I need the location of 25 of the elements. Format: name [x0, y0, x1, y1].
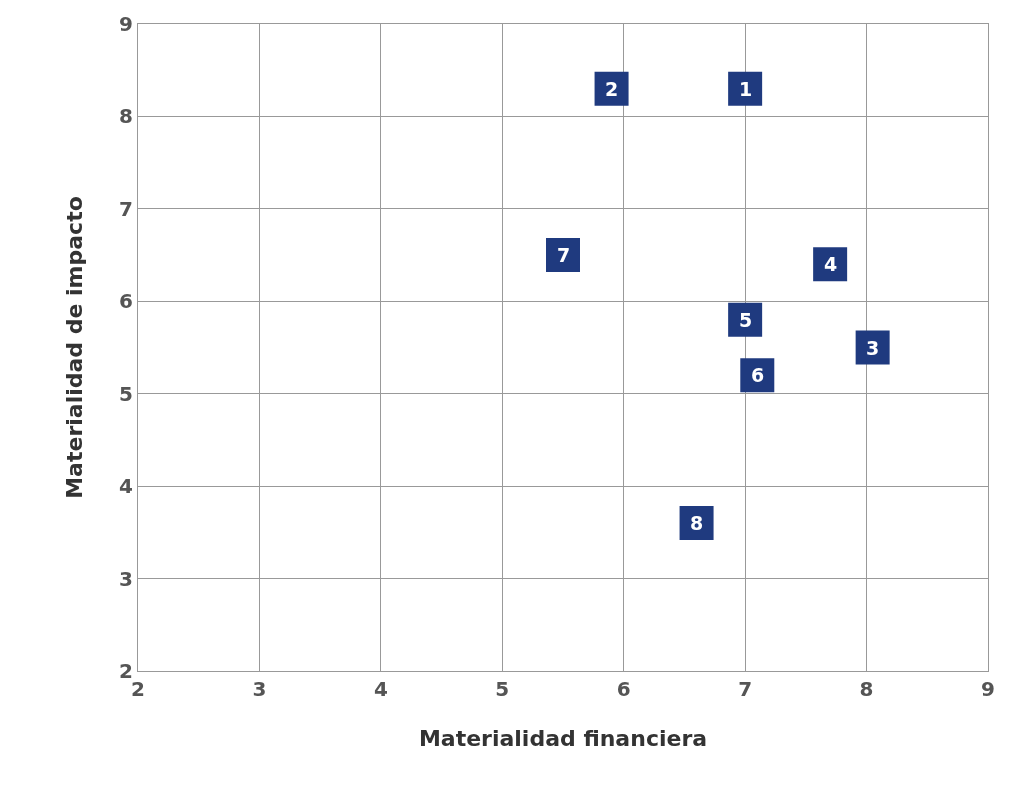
annotation: 7	[557, 244, 571, 266]
y-tick-label: 8	[119, 104, 133, 129]
y-tick-label: 4	[119, 474, 133, 499]
annotation: 8	[690, 512, 704, 534]
annotation: 6	[751, 364, 765, 386]
x-tick-label: 9	[981, 677, 995, 701]
x-tick-label: 8	[859, 677, 874, 701]
annotation: 1	[739, 78, 753, 100]
y-tick-label: 5	[119, 381, 133, 406]
y-tick-label: 9	[119, 12, 133, 36]
y-axis-title: Materialidad de impacto	[61, 196, 87, 499]
y-tick-label: 7	[119, 196, 133, 221]
x-tick-label: 4	[373, 677, 388, 701]
x-tick-label: 6	[616, 677, 631, 701]
annotation: 2	[605, 78, 619, 100]
annotation: 4	[824, 253, 838, 275]
y-tick-label: 2	[119, 659, 133, 683]
annotation: 3	[866, 337, 880, 359]
annotation: 5	[739, 309, 753, 331]
x-tick-label: 7	[738, 677, 753, 701]
y-tick-label: 3	[119, 566, 133, 591]
x-tick-label: 3	[252, 677, 267, 701]
y-tick-label: 6	[119, 289, 133, 314]
x-axis-title: Materialidad financiera	[418, 725, 708, 751]
x-tick-label: 5	[495, 677, 510, 701]
